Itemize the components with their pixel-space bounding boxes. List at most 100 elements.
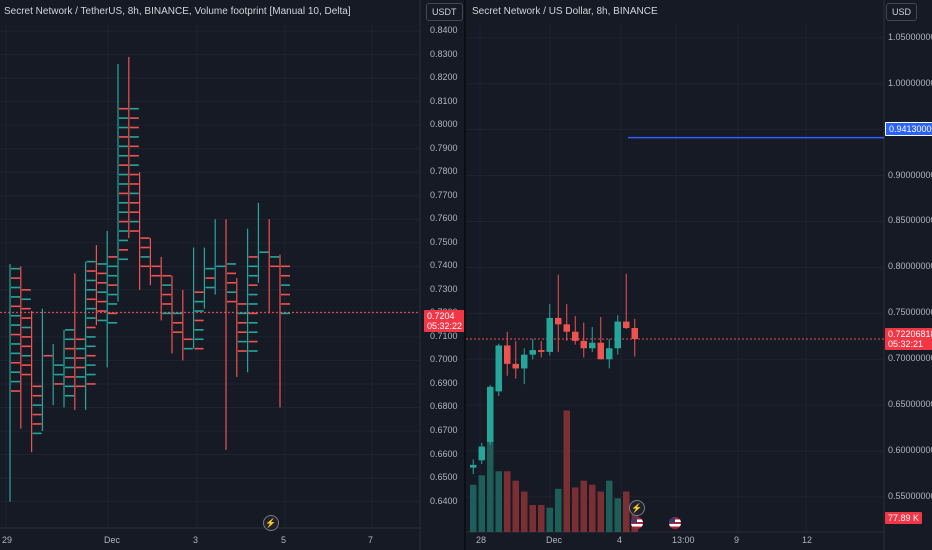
footprint-candle[interactable]: [236, 278, 247, 377]
footprint-level: [119, 211, 128, 214]
footprint-level: [119, 173, 128, 176]
footprint-level: [140, 256, 150, 258]
candle[interactable]: [606, 339, 613, 369]
candle[interactable]: [504, 331, 511, 376]
footprint-candle[interactable]: [31, 311, 42, 453]
candle[interactable]: [521, 348, 528, 385]
footprint-level: [65, 366, 74, 369]
volume-bar: [487, 437, 494, 532]
footprint-candle[interactable]: [171, 275, 182, 354]
candle[interactable]: [623, 273, 630, 329]
candle[interactable]: [631, 318, 639, 357]
footprint-level: [65, 347, 74, 350]
footprint-candle[interactable]: [257, 202, 269, 283]
candle[interactable]: [572, 316, 579, 345]
footprint-candle[interactable]: [193, 247, 204, 350]
footprint-candle[interactable]: [268, 219, 280, 314]
footprint-candle[interactable]: [95, 245, 107, 326]
footprint-level: [32, 385, 42, 388]
footprint-level: [32, 394, 42, 397]
lightning-icon[interactable]: ⚡: [263, 515, 279, 531]
footprint-level: [129, 126, 139, 129]
footprint-level: [140, 246, 150, 249]
left-currency-button[interactable]: USDT: [426, 3, 463, 21]
footprint-candle[interactable]: [84, 260, 96, 410]
footprint-candle[interactable]: [63, 329, 74, 408]
candle[interactable]: [512, 340, 520, 379]
footprint-candle[interactable]: [139, 172, 150, 290]
footprint-level: [281, 312, 290, 315]
volume-bar: [470, 484, 477, 532]
candle[interactable]: [546, 304, 554, 356]
time-tick-label: 7: [368, 535, 374, 545]
footprint-candle[interactable]: [203, 247, 215, 309]
footprint-level: [21, 336, 31, 338]
candle[interactable]: [580, 322, 588, 358]
candle-body: [512, 363, 519, 369]
footprint-candle[interactable]: [149, 238, 161, 286]
us-flag-icon-2[interactable]: [669, 517, 681, 529]
candle[interactable]: [589, 327, 596, 352]
footprint-candle[interactable]: [74, 273, 85, 410]
price-tick-label: 1.05000000: [888, 31, 932, 42]
footprint-candle[interactable]: [106, 231, 118, 368]
footprint-level: [11, 324, 20, 326]
us-flag-icon[interactable]: [631, 517, 643, 529]
candle[interactable]: [538, 340, 545, 358]
footprint-candle[interactable]: [128, 56, 139, 239]
candle[interactable]: [470, 459, 477, 475]
footprint-candle[interactable]: [41, 308, 53, 432]
candle-body: [504, 345, 511, 364]
footprint-candle[interactable]: [160, 256, 172, 321]
footprint-level: [54, 373, 64, 376]
price-tick-label: 0.70000000: [888, 353, 932, 364]
right-countdown: 05:32:21: [888, 339, 924, 349]
right-currency-button[interactable]: USD: [886, 3, 918, 21]
footprint-level: [86, 345, 96, 348]
lightning-icon-right[interactable]: ⚡: [629, 500, 645, 516]
footprint-level: [97, 272, 107, 275]
footprint-level: [11, 286, 20, 289]
candle-body: [563, 324, 570, 332]
pane-divider[interactable]: [464, 0, 466, 550]
footprint-level: [205, 286, 215, 289]
candle[interactable]: [614, 315, 622, 355]
footprint-level: [86, 298, 96, 301]
volume-bar: [589, 484, 596, 532]
footprint-candle[interactable]: [247, 228, 258, 373]
candle[interactable]: [555, 274, 562, 352]
footprint-level: [21, 298, 31, 301]
footprint-level: [11, 267, 20, 270]
right-chart-pane[interactable]: Secret Network / US Dollar, 8h, BINANCE …: [466, 0, 932, 550]
footprint-candle[interactable]: [279, 254, 290, 408]
footprint-level: [119, 117, 128, 119]
footprint-candle[interactable]: [117, 63, 128, 302]
footprint-level: [65, 338, 74, 341]
candle[interactable]: [487, 384, 494, 445]
candle-body: [614, 321, 621, 349]
left-chart-canvas[interactable]: [0, 0, 466, 550]
right-chart-canvas[interactable]: [466, 0, 932, 550]
price-tick-label: 0.7000: [430, 354, 458, 365]
candle[interactable]: [563, 304, 571, 341]
candle[interactable]: [597, 317, 605, 360]
price-tick-label: 0.8100: [430, 95, 458, 106]
time-tick-label: Dec: [104, 535, 121, 545]
footprint-candle[interactable]: [182, 289, 193, 361]
left-chart-pane[interactable]: Secret Network / TetherUS, 8h, BINANCE, …: [0, 0, 466, 550]
price-tick-label: 0.6400: [430, 495, 458, 506]
footprint-level: [270, 265, 280, 268]
horizontal-line-price-tag[interactable]: 0.94130000: [885, 122, 932, 136]
footprint-candle[interactable]: [214, 219, 226, 295]
candle[interactable]: [495, 343, 503, 396]
footprint-level: [108, 312, 118, 315]
candle[interactable]: [529, 339, 537, 360]
footprint-candle[interactable]: [225, 219, 236, 450]
footprint-candle[interactable]: [9, 263, 20, 502]
footprint-level: [162, 293, 172, 296]
footprint-candle[interactable]: [52, 343, 64, 406]
price-tick-label: 0.7900: [430, 142, 458, 153]
candle[interactable]: [478, 442, 486, 464]
footprint-candle[interactable]: [20, 266, 31, 429]
footprint-level: [248, 321, 258, 324]
